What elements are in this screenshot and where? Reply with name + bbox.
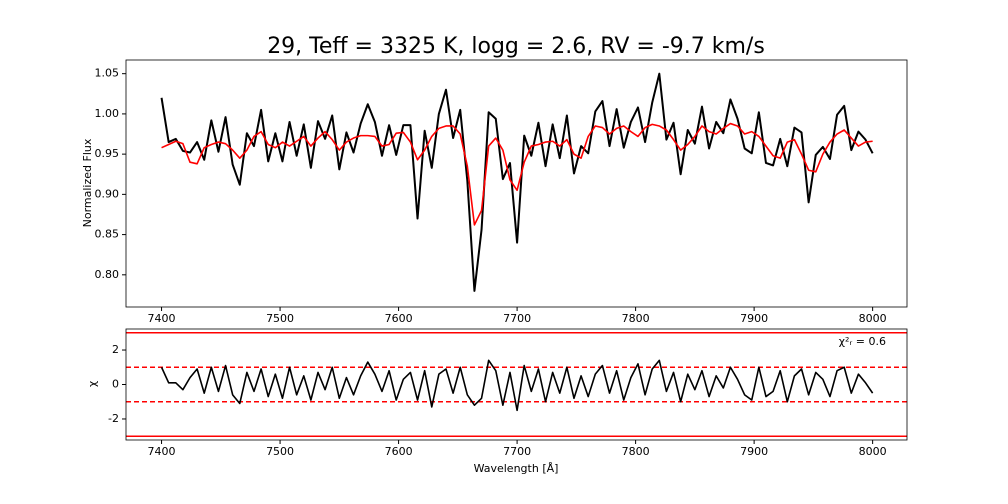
x-tick-label: 7500 [266,312,294,325]
x-tick-label: 7500 [266,445,294,458]
y-tick-label: 0.95 [95,147,120,160]
y-tick-label: 0.85 [95,228,120,241]
x-tick-label: 7600 [385,312,413,325]
series-line [160,72,874,292]
x-tick-label: 8000 [859,445,887,458]
y-tick-label: 2 [112,343,119,356]
plot-frame [125,59,908,308]
y-tick-label: 0.90 [95,187,120,200]
y-tick-label: 1.05 [95,67,120,80]
y-axis-label: χ [86,380,99,387]
x-tick-label: 7400 [148,445,176,458]
y-tick-label: 0.80 [95,268,120,281]
y-tick-label: 0 [112,378,119,391]
x-tick-label: 8000 [859,312,887,325]
x-tick-label: 7600 [385,445,413,458]
annotation: χ²ᵣ = 0.6 [839,335,886,348]
x-tick-label: 7800 [622,312,650,325]
chart-title: 29, Teff = 3325 K, logg = 2.6, RV = -9.7… [267,34,765,59]
y-tick-label: -2 [108,412,119,425]
x-tick-label: 7800 [622,445,650,458]
series-line [160,359,874,412]
x-tick-label: 7900 [740,445,768,458]
x-tick-label: 7400 [148,312,176,325]
series-line [161,122,873,226]
y-axis-label: Normalized Flux [81,138,94,227]
x-tick-label: 7700 [503,445,531,458]
plot-frame [125,328,908,441]
x-tick-label: 7700 [503,312,531,325]
x-tick-label: 7900 [740,312,768,325]
x-axis-label: Wavelength [Å] [474,462,559,475]
y-tick-label: 1.00 [95,107,120,120]
